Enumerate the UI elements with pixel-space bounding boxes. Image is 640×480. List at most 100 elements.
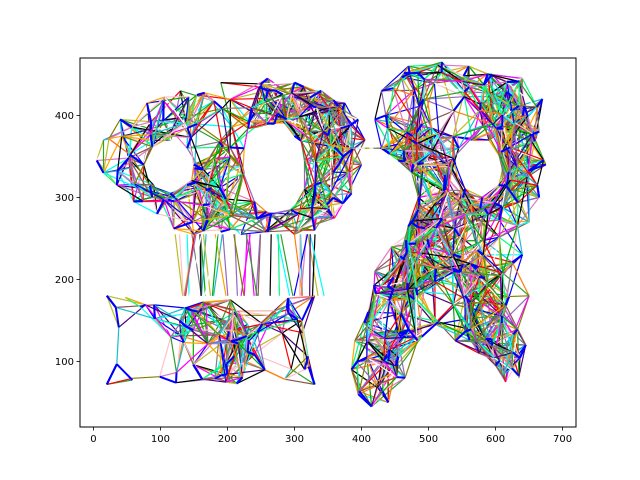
mesh-edge [413,64,438,91]
highlight-edge [505,178,509,187]
mesh-edge [389,336,417,351]
mesh-edge [358,370,397,392]
highlight-edge [511,367,520,377]
mesh-edge [418,79,426,107]
mesh-edge [384,338,399,358]
mesh-edge [124,296,146,306]
mesh-edge [383,360,397,367]
mesh-edge [146,96,165,104]
highlight-edge [511,253,523,264]
mesh-edge [431,127,454,159]
highlight-edge [186,181,197,187]
mesh-edge [193,123,198,169]
mesh-edge [121,134,151,137]
highlight-edge [253,353,266,371]
highlight-edge [452,157,457,165]
mesh-edge [460,271,501,277]
mesh-edge [487,73,504,116]
mesh-edge [225,376,243,383]
mesh-edge [312,204,328,219]
mesh-edge [471,114,503,141]
mesh-edge [348,139,366,173]
mesh-edge [186,185,195,235]
mesh-edge [367,341,390,351]
mesh-edge [316,167,328,205]
mesh-edge [366,356,385,362]
mesh-edge [190,309,209,345]
highlight-edge [350,118,359,127]
mesh-edge [469,339,495,359]
mesh-edge [298,116,317,162]
mesh-edge [289,196,315,211]
mesh-edge [350,124,366,141]
mesh-edge [191,180,227,206]
mesh-edge [225,173,244,200]
mesh-edge [415,268,437,289]
bridge-edge [259,234,264,296]
mesh-edge [230,98,252,109]
mesh-edge [213,157,244,175]
mesh-edge [242,148,245,175]
mesh-edge [480,84,485,103]
mesh-edge [387,89,415,129]
mesh-edge [282,94,300,118]
mesh-edge [151,121,186,124]
mesh-edge [284,116,300,121]
highlight-edge [373,285,377,294]
mesh-edge [406,227,437,253]
mesh-edge [447,191,461,237]
highlight-edge [290,82,296,94]
highlight-edge [273,113,279,124]
highlight-edge [338,155,345,164]
mesh-edge [403,150,413,173]
mesh-edge [103,172,118,186]
highlight-edge [106,295,117,309]
mesh-edge [502,272,507,306]
mesh-edge [186,100,215,129]
highlight-lower-left-rectangle [105,295,316,385]
mesh-edge [465,206,503,215]
highlight-edge [399,255,406,261]
mesh-edge [367,341,385,362]
highlight-edge [256,323,264,333]
mesh-edge [312,208,329,219]
highlight-edge [461,188,467,199]
mesh-edge [434,281,454,305]
mesh-edge [407,262,417,291]
highlight-edge [247,121,250,129]
mesh-edge [309,104,324,132]
mesh-edge [330,148,354,193]
mesh-edge [254,332,283,355]
mesh-edge [366,285,375,327]
mesh-edge [315,148,353,163]
bridge-edge [309,234,311,296]
mesh-edge [479,109,484,126]
mesh-edge [367,339,398,343]
mesh-edge [230,77,268,100]
mesh-edge [395,333,399,366]
mesh-edge [134,146,153,185]
bridge-edge [233,234,245,296]
mesh-edge [476,338,486,341]
highlight-edge [149,134,154,147]
mesh-edge [370,293,377,334]
mesh-edge [154,304,186,309]
mesh-edge [328,107,352,126]
highlight-edge [463,86,470,93]
mesh-edge [452,110,460,149]
mesh-edge [227,369,265,375]
mesh-edge [465,204,472,215]
mesh-edge [203,214,234,232]
mesh-edge [423,227,437,259]
mesh-edge [283,209,291,227]
highlight-edge [237,335,247,341]
mesh-edge [213,158,221,188]
mesh-edge [192,189,207,223]
mesh-edge [207,173,243,186]
mesh-edge [387,127,407,133]
mesh-edge [308,131,344,157]
mesh-edge [282,93,306,116]
highlight-edge [186,127,192,138]
mesh-edge [316,107,351,126]
mesh-edge [301,295,316,333]
